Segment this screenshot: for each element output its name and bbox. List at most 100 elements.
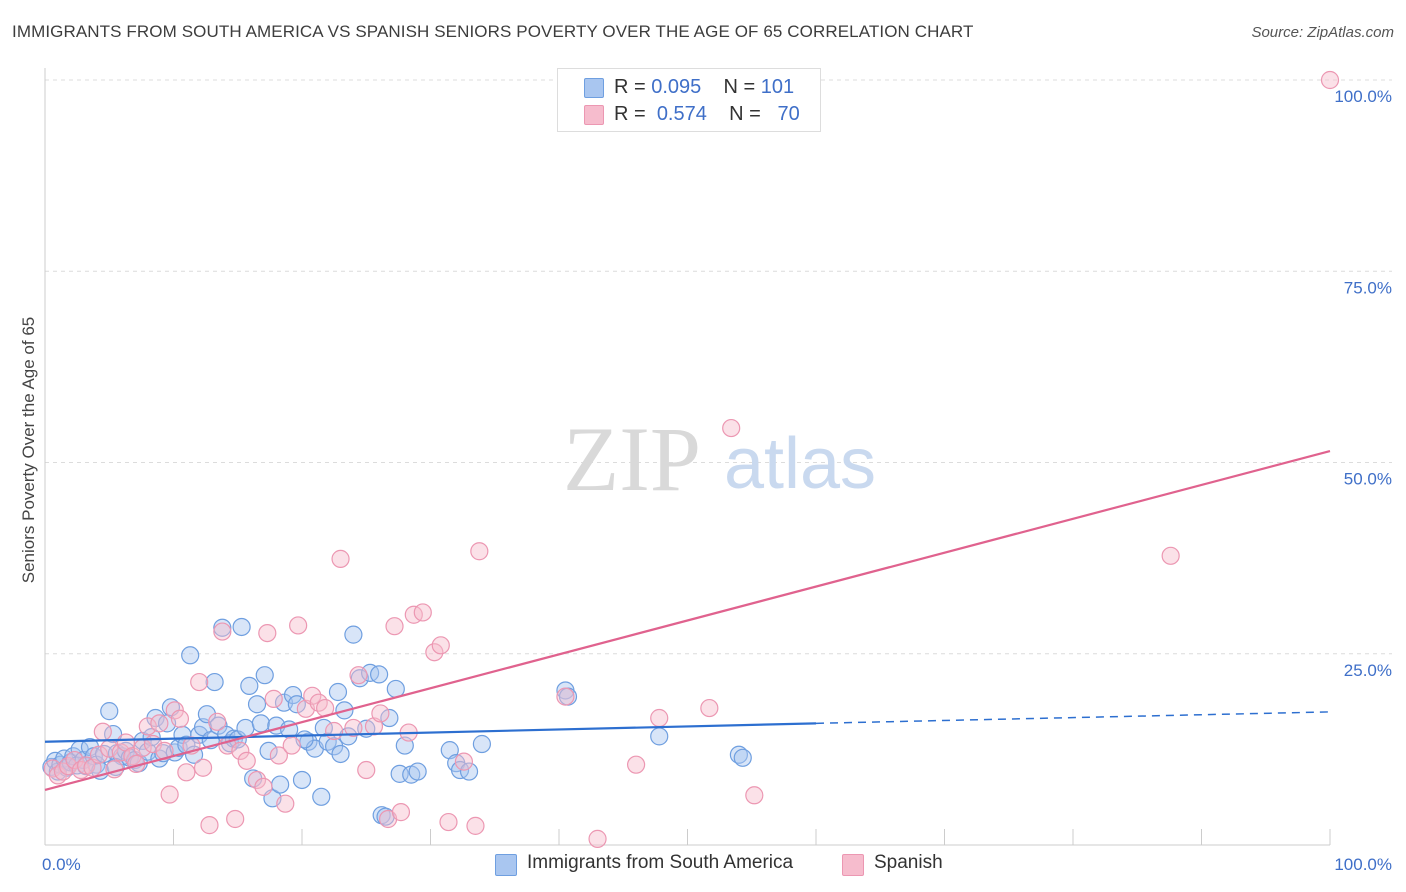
- immigrants-point-57: [259, 741, 278, 761]
- watermark-zip: ZIP: [563, 408, 701, 510]
- immigrants-point-54: [247, 695, 267, 714]
- legend-n-label: N =: [723, 76, 756, 98]
- spanish-point-33: [231, 741, 250, 761]
- trend-lines: [44, 449, 1331, 791]
- immigrants-point-98: [733, 748, 752, 767]
- y-tick-label-100: 100.0%: [1334, 87, 1392, 106]
- spanish-point-50: [349, 666, 368, 685]
- series-spanish-points: [43, 70, 1340, 848]
- spanish-point-39: [269, 746, 288, 765]
- immigrants-point-43: [205, 672, 224, 692]
- y-tick-label-50: 50.0%: [1344, 470, 1392, 489]
- spanish-point-24: [177, 763, 196, 782]
- spanish-point-21: [160, 785, 179, 804]
- spanish-point-41: [282, 736, 301, 755]
- spanish-point-36: [254, 777, 273, 796]
- spanish-point-17: [138, 717, 157, 736]
- spanish-point-68: [626, 755, 646, 774]
- spanish-point-56: [391, 803, 411, 822]
- spanish-point-73: [1161, 546, 1180, 565]
- immigrants-point-56: [255, 666, 274, 685]
- series-legend: Immigrants from South America Spanish: [0, 852, 1406, 878]
- legend-swatch-spanish: [842, 854, 864, 876]
- grid-lines: [45, 79, 1392, 655]
- spanish-point-30: [213, 622, 232, 641]
- immigrants-point-91: [450, 760, 470, 780]
- spanish-point-53: [371, 704, 390, 723]
- spanish-point-37: [258, 623, 277, 643]
- immigrants-point-92: [459, 762, 479, 781]
- immigrants-point-17: [100, 702, 119, 721]
- spanish-point-19: [150, 714, 169, 733]
- immigrants-point-63: [283, 685, 303, 705]
- legend-r-value-blue: 0.095: [651, 76, 702, 98]
- x-tick-label-0: 0.0%: [42, 855, 81, 874]
- spanish-point-4: [65, 750, 84, 770]
- legend-label-immigrants: Immigrants from South America: [527, 852, 794, 873]
- spanish-point-72: [745, 786, 764, 805]
- legend-n-value-blue: 101: [760, 76, 795, 98]
- immigrants-point-80: [370, 665, 389, 684]
- immigrants-point-79: [361, 663, 380, 682]
- correlation-legend: R = 0.095 N = 101 R = 0.574 N = 70: [557, 68, 821, 132]
- spanish-point-55: [385, 617, 404, 636]
- immigrants-point-96: [650, 727, 669, 746]
- legend-label-spanish: Spanish: [874, 852, 943, 873]
- immigrants-point-41: [197, 705, 217, 724]
- immigrants-point-60: [271, 775, 290, 794]
- watermark-atlas: atlas: [724, 424, 876, 504]
- legend-n-value-pink: 70: [777, 103, 800, 125]
- legend-swatch-immigrants: [495, 854, 517, 876]
- immigrants-point-76: [344, 625, 363, 644]
- legend-r-value-pink: 0.574: [656, 103, 707, 125]
- spanish-point-74: [1320, 70, 1340, 90]
- spanish-point-29: [208, 712, 227, 731]
- y-tick-label-75: 75.0%: [1344, 278, 1392, 297]
- spanish-point-35: [247, 770, 267, 790]
- spanish-point-34: [237, 751, 256, 770]
- spanish-point-59: [413, 603, 432, 622]
- trend-line-immigrants-extension: [815, 711, 1331, 725]
- spanish-point-32: [226, 809, 245, 829]
- immigrants-point-93: [472, 734, 491, 754]
- legend-swatch-pink: [584, 105, 604, 125]
- spanish-point-12: [111, 743, 130, 762]
- spanish-point-64: [470, 542, 489, 561]
- spanish-point-63: [454, 752, 474, 771]
- immigrants-point-83: [380, 708, 399, 728]
- y-axis-label: Seniors Poverty Over the Age of 65: [19, 316, 38, 584]
- spanish-point-49: [344, 718, 363, 738]
- trend-line-immigrants: [44, 722, 817, 743]
- spanish-point-9: [93, 722, 112, 741]
- immigrants-point-72: [328, 682, 348, 702]
- legend-swatch-blue: [584, 78, 604, 98]
- spanish-point-2: [53, 762, 73, 781]
- immigrants-point-50: [232, 617, 251, 637]
- immigrants-point-45: [213, 618, 232, 637]
- immigrants-point-70: [318, 732, 337, 751]
- immigrants-point-52: [240, 676, 259, 695]
- spanish-point-71: [722, 418, 741, 438]
- immigrants-point-73: [331, 744, 350, 764]
- immigrants-point-77: [350, 669, 369, 688]
- spanish-point-44: [303, 686, 322, 705]
- spanish-point-66: [556, 687, 575, 706]
- source-label: Source: ZipAtlas.com: [1251, 24, 1394, 41]
- spanish-point-65: [466, 816, 485, 835]
- y-tick-label-25: 25.0%: [1344, 661, 1392, 680]
- spanish-point-60: [425, 643, 444, 662]
- immigrants-point-65: [292, 770, 312, 790]
- spanish-point-62: [439, 812, 458, 832]
- x-tick-label-100: 100.0%: [1334, 855, 1392, 874]
- spanish-point-69: [650, 708, 669, 728]
- spanish-point-42: [289, 616, 308, 635]
- spanish-point-47: [325, 721, 344, 741]
- spanish-point-61: [431, 636, 450, 655]
- trend-line-spanish: [44, 449, 1331, 791]
- spanish-point-40: [276, 794, 295, 813]
- spanish-point-38: [264, 689, 283, 708]
- legend-r-label: R =: [614, 76, 646, 98]
- spanish-point-51: [357, 760, 376, 780]
- spanish-point-26: [190, 672, 209, 692]
